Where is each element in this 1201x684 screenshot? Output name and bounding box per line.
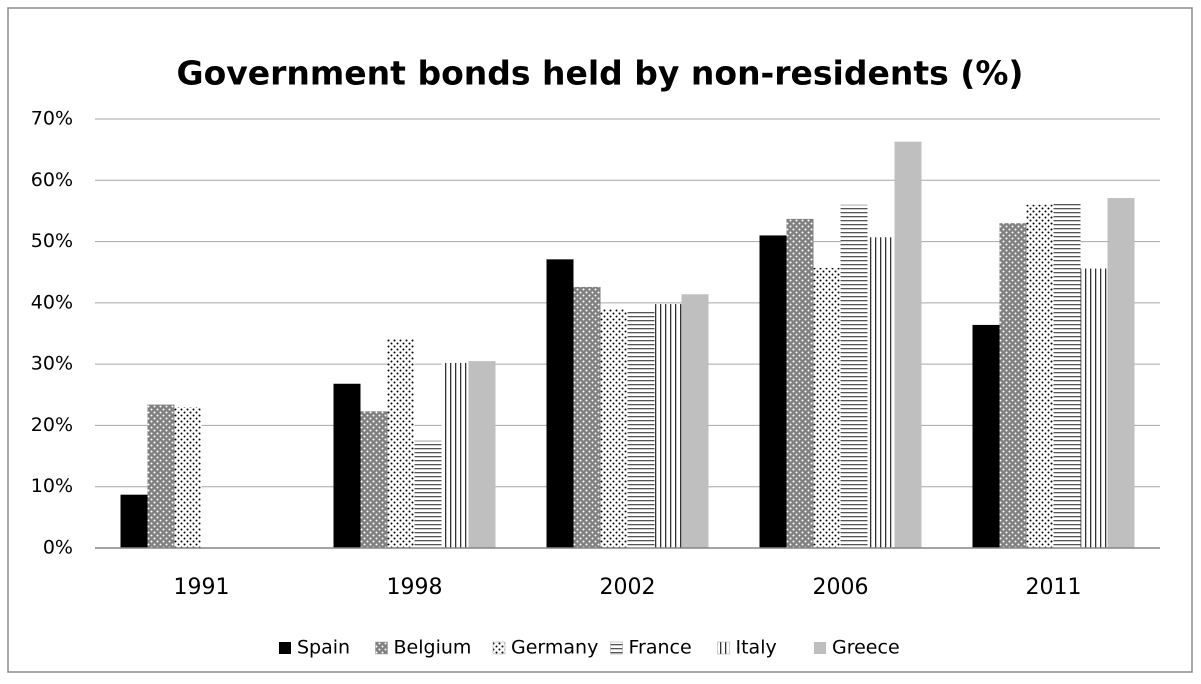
y-tick-label: 60%	[31, 169, 73, 191]
y-tick-label: 70%	[31, 108, 73, 130]
legend-swatch	[279, 642, 291, 654]
y-tick-label: 30%	[31, 353, 73, 375]
legend-label: Italy	[736, 637, 777, 659]
bar	[840, 204, 868, 549]
bar	[813, 267, 841, 548]
legend-swatch	[717, 641, 730, 655]
bar	[1053, 202, 1081, 548]
y-tick-label: 50%	[31, 230, 73, 252]
bar	[786, 218, 814, 548]
legend-swatch	[610, 641, 623, 655]
y-tick-label: 10%	[31, 475, 73, 497]
bar	[174, 407, 202, 548]
x-tick-label: 1998	[387, 575, 443, 600]
bar	[1107, 198, 1135, 548]
legend-label: Belgium	[394, 637, 472, 659]
bar	[333, 383, 361, 548]
bar	[468, 361, 496, 548]
x-tick-label: 1991	[174, 575, 230, 600]
bar	[360, 411, 388, 548]
bar	[627, 310, 655, 548]
legend-label: Spain	[297, 637, 350, 659]
bar	[600, 308, 628, 548]
y-tick-label: 20%	[31, 414, 73, 436]
bar	[573, 286, 601, 548]
bar	[1026, 204, 1054, 549]
legend-label: Germany	[511, 637, 598, 659]
bar	[999, 223, 1027, 548]
x-tick-label: 2006	[813, 575, 869, 600]
y-tick-label: 40%	[31, 291, 73, 313]
bar	[1080, 268, 1108, 548]
bar	[972, 324, 1000, 548]
bar	[147, 404, 175, 548]
bar	[387, 339, 415, 548]
bar	[441, 362, 469, 548]
bar	[120, 494, 148, 548]
legend-label: France	[629, 637, 692, 659]
legend-swatch	[814, 642, 826, 654]
y-tick-label: 0%	[43, 537, 73, 559]
legend-swatch	[492, 641, 506, 655]
bar	[654, 304, 682, 548]
bar	[894, 141, 922, 548]
legend-swatch	[375, 641, 388, 655]
x-tick-label: 2002	[600, 575, 656, 600]
bar	[546, 259, 574, 548]
bar	[414, 440, 442, 548]
legend-label: Greece	[832, 637, 900, 659]
bar	[681, 294, 709, 548]
bar	[867, 237, 895, 548]
x-tick-label: 2011	[1026, 575, 1082, 600]
bar	[759, 235, 787, 548]
chart-title: Government bonds held by non-residents (…	[177, 54, 1024, 93]
